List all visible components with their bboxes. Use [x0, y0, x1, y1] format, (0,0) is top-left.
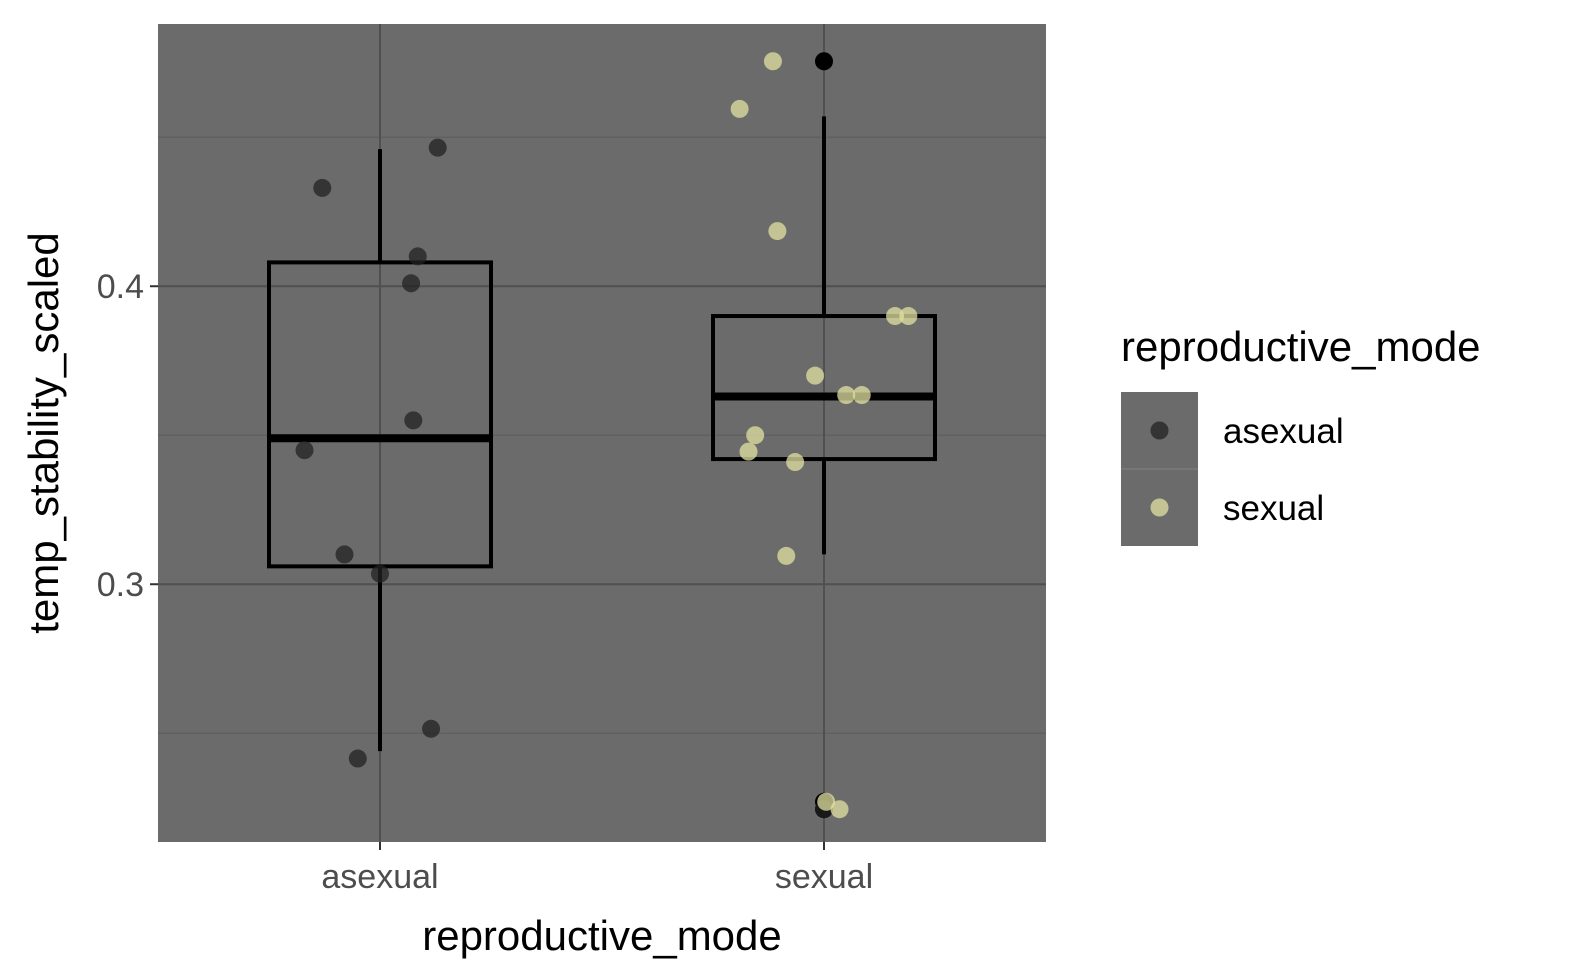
y-tick-label: 0.3 [97, 566, 144, 604]
data-point-asexual [422, 719, 441, 738]
data-point-sexual [746, 426, 765, 445]
legend-key-point [1150, 421, 1169, 440]
legend-item-sexual: sexual [1121, 469, 1324, 546]
data-point-sexual [768, 222, 787, 241]
data-point-sexual [852, 386, 871, 405]
data-point-sexual [786, 453, 805, 472]
x-axis: asexual sexual [321, 842, 873, 896]
data-point-asexual [408, 247, 427, 266]
x-tick-label: asexual [321, 858, 438, 896]
data-point-sexual [899, 307, 918, 326]
outlier-point [815, 52, 833, 71]
data-point-asexual [295, 441, 314, 460]
legend-key-point [1150, 498, 1169, 517]
data-point-asexual [402, 274, 421, 293]
data-point-asexual [313, 178, 332, 197]
data-point-sexual [739, 442, 758, 461]
box-iqr [711, 314, 937, 462]
jitter-points [295, 52, 918, 819]
y-axis-title: temp_stability_scaled [20, 232, 67, 634]
data-point-asexual [335, 545, 354, 564]
data-point-sexual [886, 307, 905, 326]
data-point-sexual [730, 99, 749, 118]
legend-label: sexual [1223, 489, 1324, 528]
legend-title: reproductive_mode [1121, 323, 1481, 370]
legend-keys: asexual sexual [1121, 392, 1344, 546]
data-point-sexual [817, 792, 836, 811]
data-point-asexual [348, 749, 367, 768]
data-point-sexual [830, 800, 849, 819]
x-axis-title: reproductive_mode [422, 912, 782, 959]
y-axis: 0.3 0.4 [97, 268, 158, 604]
x-tick-label: sexual [775, 858, 873, 896]
data-point-asexual [428, 138, 447, 157]
data-point-sexual [777, 546, 796, 565]
data-point-asexual [404, 411, 423, 430]
data-point-sexual [806, 366, 825, 385]
legend-label: asexual [1223, 412, 1344, 451]
y-tick-label: 0.4 [97, 268, 144, 306]
data-point-asexual [371, 564, 389, 583]
plot-panel [158, 24, 1046, 842]
legend-item-asexual: asexual [1121, 392, 1344, 469]
data-point-sexual [763, 52, 782, 71]
legend: reproductive_mode asexual sexual [1121, 323, 1481, 546]
data-point-sexual [837, 386, 856, 405]
